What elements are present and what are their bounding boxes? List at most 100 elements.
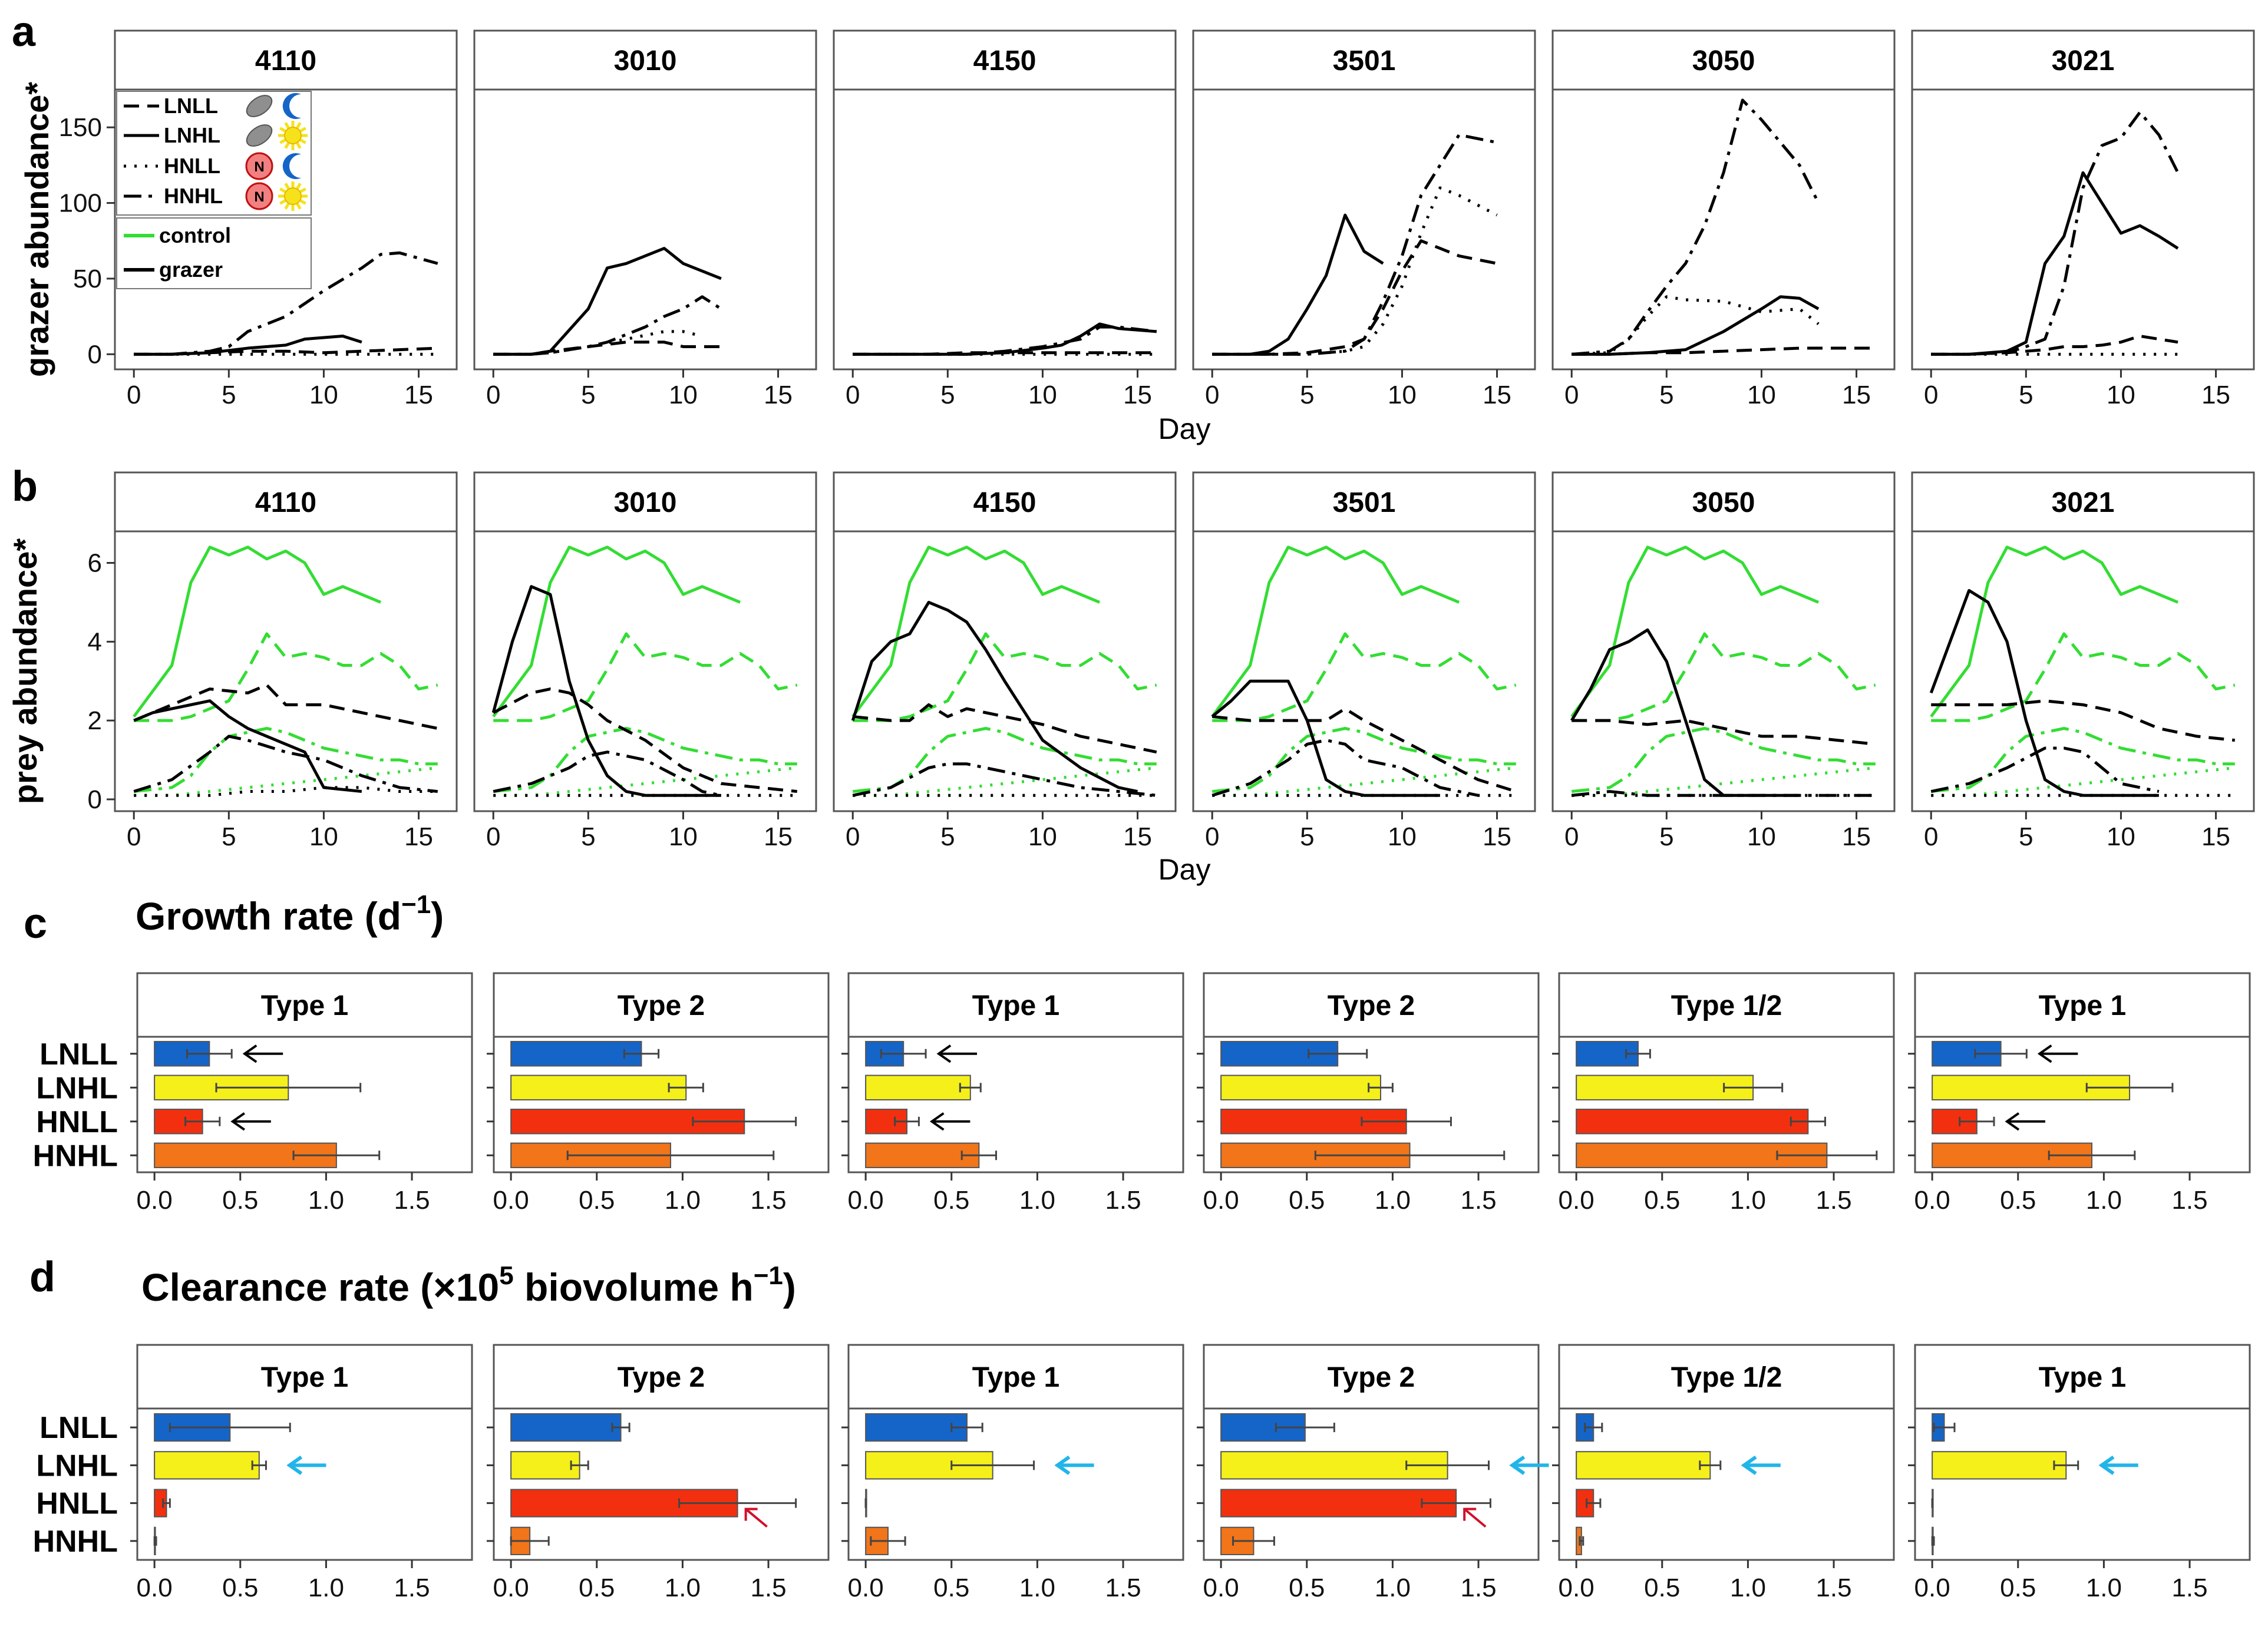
x-tick-label-b-5-5: 5 — [2019, 822, 2033, 851]
x-tick-label-c-3-1: 1.0 — [1375, 1186, 1411, 1215]
x-tick-label-c-4-0.5: 0.5 — [1644, 1186, 1680, 1215]
category-label-c-LNHL: LNHL — [36, 1071, 118, 1105]
control-line-LNHL-3 — [1211, 545, 1460, 718]
series-line-b-LNLL-4 — [1572, 719, 1876, 746]
x-tick-label-c-0-1.5: 1.5 — [394, 1186, 430, 1215]
cyan-arrow-head — [1509, 1455, 1526, 1475]
x-tick-label-c-2-1.5: 1.5 — [1105, 1186, 1141, 1215]
x-tick-label-a-1-15: 15 — [764, 381, 793, 409]
x-tick-label-a-2-0: 0 — [846, 381, 860, 409]
x-tick-label-d-5-0.5: 0.5 — [2000, 1573, 2036, 1602]
x-tick-label-b-2-10: 10 — [1028, 822, 1057, 851]
x-tick-label-b-3-5: 5 — [1300, 822, 1314, 851]
sun-ray — [284, 183, 290, 190]
strip-label-c-2: Type 1 — [972, 990, 1060, 1021]
panel-d-1: Type 2 0.0 0.5 1.0 1.5 — [487, 1344, 830, 1602]
x-tick-label-d-0-0.5: 0.5 — [222, 1573, 258, 1602]
x-tick-label-d-1-1: 1.0 — [665, 1573, 701, 1602]
control-line-LNLL-5 — [1931, 632, 2236, 722]
control-line-HNHL-1 — [493, 727, 797, 793]
x-tick-label-c-3-0: 0.0 — [1203, 1186, 1239, 1215]
x-tick-label-b-0-5: 5 — [222, 822, 236, 851]
control-line-HNHL-5 — [1930, 727, 2235, 793]
series-line-b-LNLL-5 — [1931, 699, 2236, 742]
strip-label-b-3: 3501 — [1333, 487, 1396, 518]
x-tick-label-a-2-15: 15 — [1123, 381, 1152, 409]
series-line-b-HNHL-3 — [1211, 739, 1478, 797]
plot-frame-d-5 — [1914, 1407, 2251, 1561]
series-line-b-LNHL-2 — [851, 600, 1138, 793]
y-tick-label-b-2: 2 — [88, 706, 102, 735]
nutrient-badge-label: N — [254, 189, 264, 205]
plot-frame-b-1 — [473, 530, 817, 812]
sun-ray — [295, 202, 302, 210]
panel-letter-a: a — [12, 8, 36, 55]
growth-rate-title-main: Growth rate (d — [136, 894, 401, 938]
control-line-LNHL-4 — [1570, 545, 1820, 718]
x-tick-label-a-3-15: 15 — [1483, 381, 1511, 409]
bar-d-2-LNLL — [865, 1413, 968, 1442]
sun-icon — [284, 187, 302, 205]
x-tick-label-a-4-0: 0 — [1564, 381, 1579, 409]
x-tick-label-c-2-1: 1.0 — [1019, 1186, 1055, 1215]
clearance-title-sup2: −1 — [754, 1261, 783, 1290]
x-tick-label-b-5-15: 15 — [2201, 822, 2230, 851]
x-tick-label-b-4-5: 5 — [1659, 822, 1673, 851]
strip-label-b-0: 4110 — [255, 487, 316, 518]
bar-c-1-LNLL — [510, 1041, 642, 1067]
legend-label-grazer: grazer — [159, 257, 223, 282]
panel-b-3501: 3501 0 5 10 15 — [1192, 471, 1536, 851]
sun-ray — [299, 138, 306, 144]
x-tick-label-a-0-10: 10 — [309, 381, 338, 409]
x-tick-label-b-3-0: 0 — [1205, 822, 1219, 851]
strip-d-2 — [847, 1344, 1184, 1410]
x-tick-label-b-5-10: 10 — [2107, 822, 2135, 851]
x-tick-label-a-0-15: 15 — [404, 381, 433, 409]
series-line-b-LNHL-1 — [491, 585, 721, 797]
x-tick-label-a-1-5: 5 — [581, 381, 595, 409]
strip-label-c-1: Type 2 — [618, 990, 705, 1021]
strip-a-5 — [1911, 29, 2255, 91]
strip-label-d-3: Type 2 — [1328, 1362, 1415, 1393]
x-tick-label-c-1-1.5: 1.5 — [750, 1186, 786, 1215]
clearance-title-mid: biovolume h — [514, 1265, 754, 1309]
cyan-arrow-head — [1741, 1455, 1757, 1475]
x-tick-label-c-4-0: 0.0 — [1559, 1186, 1594, 1215]
strip-label-a-2: 4150 — [973, 45, 1036, 77]
category-label-d-LNHL: LNHL — [36, 1449, 118, 1483]
plot-frame-a-3 — [1192, 88, 1536, 371]
x-tick-label-c-0-0: 0.0 — [137, 1186, 173, 1215]
x-tick-label-a-0-0: 0 — [127, 381, 141, 409]
red-arrow-head — [744, 1507, 758, 1521]
x-tick-label-b-3-15: 15 — [1483, 822, 1511, 851]
control-line-LNHL-5 — [1930, 545, 2179, 718]
series-line-b-LNHL-5 — [1929, 588, 2159, 797]
legend-label-HNLL: HNLL — [164, 154, 220, 178]
strip-a-2 — [833, 29, 1177, 91]
series-line-a-HNLL-4 — [1572, 295, 1820, 356]
legend-box-groups — [116, 217, 312, 289]
cyan-arrow-head — [286, 1455, 303, 1475]
panel-c-2: Type 1 0.0 0.5 1.0 1.5 — [841, 972, 1184, 1215]
x-tick-label-a-5-10: 10 — [2107, 381, 2135, 409]
x-tick-label-b-3-10: 10 — [1388, 822, 1417, 851]
plot-frame-a-1 — [473, 88, 817, 371]
panel-d-0: Type 1 0.0 0.5 1.0 1.5 — [130, 1344, 473, 1602]
strip-d-3 — [1203, 1344, 1540, 1410]
sun-ray — [295, 122, 302, 130]
control-line-HNHL-4 — [1571, 727, 1876, 793]
strip-label-b-2: 4150 — [973, 487, 1036, 518]
strip-b-4 — [1551, 471, 1896, 533]
y-tick-label-b-4: 4 — [88, 627, 102, 656]
category-label-d-HNLL: HNLL — [36, 1487, 118, 1521]
series-line-b-LNHL-4 — [1570, 628, 1800, 797]
y-axis-title-a: grazer abundance* — [18, 82, 55, 377]
x-tick-label-a-5-15: 15 — [2201, 381, 2230, 409]
x-tick-label-b-0-15: 15 — [404, 822, 433, 851]
x-tick-label-d-5-1.5: 1.5 — [2171, 1573, 2207, 1602]
plot-frame-b-2 — [833, 530, 1177, 812]
panel-b-4150: 4150 0 5 10 15 — [833, 471, 1177, 851]
bar-c-2-HNHL — [865, 1142, 980, 1168]
control-line-LNHL-1 — [492, 545, 741, 718]
